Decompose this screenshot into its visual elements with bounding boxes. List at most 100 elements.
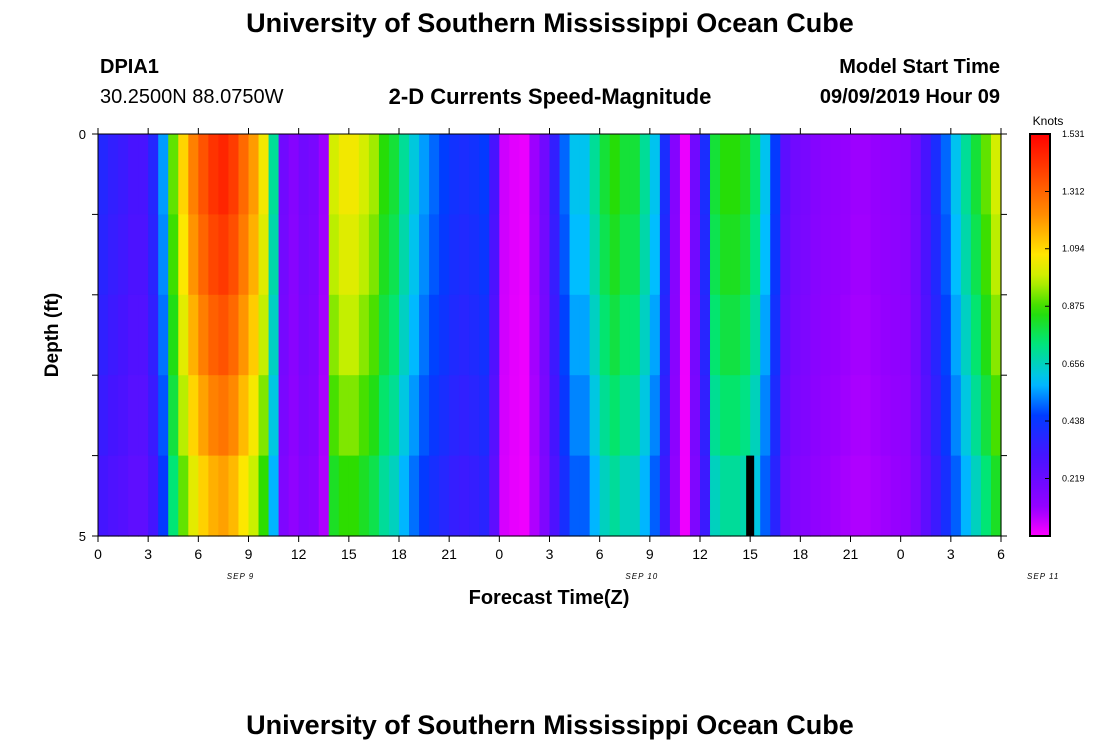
- heatmap-cell: [589, 214, 601, 296]
- heatmap-cell: [218, 294, 230, 376]
- heatmap-cell: [318, 134, 330, 215]
- heatmap-cell: [158, 455, 169, 537]
- heatmap-cell: [990, 134, 1002, 215]
- heatmap-cell: [920, 375, 932, 457]
- heatmap-cell: [820, 294, 832, 376]
- heatmap-cell: [158, 375, 169, 457]
- heatmap-cell: [649, 375, 661, 457]
- heatmap-cell: [358, 294, 370, 376]
- heatmap-cell: [950, 294, 962, 376]
- heatmap-cell: [198, 375, 209, 457]
- heatmap-cell: [509, 294, 520, 376]
- heatmap-cell: [318, 375, 330, 457]
- heatmap-cell: [910, 375, 922, 457]
- heatmap-cell: [429, 294, 440, 376]
- heatmap-cell: [900, 214, 912, 296]
- x-tick-label: 3: [144, 546, 152, 562]
- heatmap-cell: [820, 214, 832, 296]
- heatmap-cell: [368, 455, 380, 537]
- x-tick-label: 18: [391, 546, 407, 562]
- heatmap-cell: [459, 214, 470, 296]
- heatmap-cell: [780, 134, 791, 215]
- heatmap-cell: [388, 134, 400, 215]
- y-tick-label: 0: [79, 127, 86, 142]
- heatmap-cell: [599, 455, 611, 537]
- heatmap-cell: [970, 134, 982, 215]
- heatmap-cell: [880, 214, 892, 296]
- heatmap-cell: [880, 294, 892, 376]
- heatmap-cell: [288, 375, 300, 457]
- heatmap-cell: [639, 455, 651, 537]
- heatmap-cell: [700, 214, 711, 296]
- heatmap-cell: [599, 214, 611, 296]
- heatmap-cell: [449, 455, 460, 537]
- heatmap-cell: [268, 214, 280, 296]
- heatmap-cell: [970, 375, 982, 457]
- heatmap-cell: [98, 455, 109, 537]
- heatmap-cell: [208, 455, 219, 537]
- heatmap-cell: [118, 375, 129, 457]
- heatmap-cell: [338, 455, 350, 537]
- heatmap-cell: [118, 214, 129, 296]
- heatmap-cell: [569, 214, 581, 296]
- date-label: SEP 9: [227, 572, 254, 581]
- heatmap-cell: [710, 214, 721, 296]
- heatmap-cell: [559, 375, 571, 457]
- heatmap-cell: [559, 214, 571, 296]
- heatmap-cell: [810, 375, 821, 457]
- heatmap-cell: [258, 134, 270, 215]
- heatmap-cell: [439, 214, 450, 296]
- heatmap-cell: [850, 294, 862, 376]
- heatmap-cell: [298, 134, 310, 215]
- heatmap-cell: [669, 214, 681, 296]
- heatmap-cell: [669, 455, 681, 537]
- heatmap-cell: [990, 294, 1002, 376]
- y-axis-label: Depth (ft): [42, 293, 63, 377]
- heatmap-cell: [419, 455, 430, 537]
- heatmap-cell: [288, 134, 300, 215]
- heatmap-cell: [669, 134, 681, 215]
- x-tick-label: 6: [997, 546, 1005, 562]
- heatmap-cell: [639, 375, 651, 457]
- heatmap-cell: [499, 214, 510, 296]
- heatmap-cell: [700, 134, 711, 215]
- heatmap-cell: [579, 375, 591, 457]
- heatmap-cell: [890, 294, 902, 376]
- heatmap-cell: [459, 294, 470, 376]
- heatmap-cell: [609, 294, 621, 376]
- heatmap-cell: [760, 134, 771, 215]
- heatmap-cell: [148, 375, 159, 457]
- heatmap-cell: [278, 134, 290, 215]
- heatmap-cell: [599, 375, 611, 457]
- heatmap-cell: [489, 375, 500, 457]
- heatmap-cell: [609, 134, 621, 215]
- heatmap-cell: [619, 455, 631, 537]
- heatmap-cell: [810, 294, 821, 376]
- heatmap-cell: [328, 375, 340, 457]
- heatmap-cell: [388, 294, 400, 376]
- heatmap-cell: [278, 455, 290, 537]
- heatmap-cell: [990, 214, 1002, 296]
- heatmap-cell: [409, 375, 420, 457]
- heatmap-cell: [399, 214, 410, 296]
- heatmap-cell: [509, 455, 520, 537]
- heatmap-cell: [659, 294, 671, 376]
- heatmap-cell: [368, 134, 380, 215]
- heatmap-cell: [790, 455, 801, 537]
- heatmap-cell: [679, 214, 691, 296]
- heatmap-cell: [800, 294, 811, 376]
- heatmap-cell: [780, 455, 791, 537]
- heatmap-cell: [168, 214, 179, 296]
- heatmap-cell: [399, 375, 410, 457]
- heatmap-cell: [700, 294, 711, 376]
- heatmap-cell: [439, 455, 450, 537]
- heatmap-cell: [679, 375, 691, 457]
- heatmap-cell: [278, 214, 290, 296]
- heatmap-cell: [529, 375, 541, 457]
- heatmap-cell: [569, 455, 581, 537]
- heatmap-cell: [178, 455, 189, 537]
- heatmap-cell: [469, 294, 480, 376]
- heatmap-cell: [659, 214, 671, 296]
- heatmap-cell: [489, 294, 500, 376]
- heatmap-cell: [439, 134, 450, 215]
